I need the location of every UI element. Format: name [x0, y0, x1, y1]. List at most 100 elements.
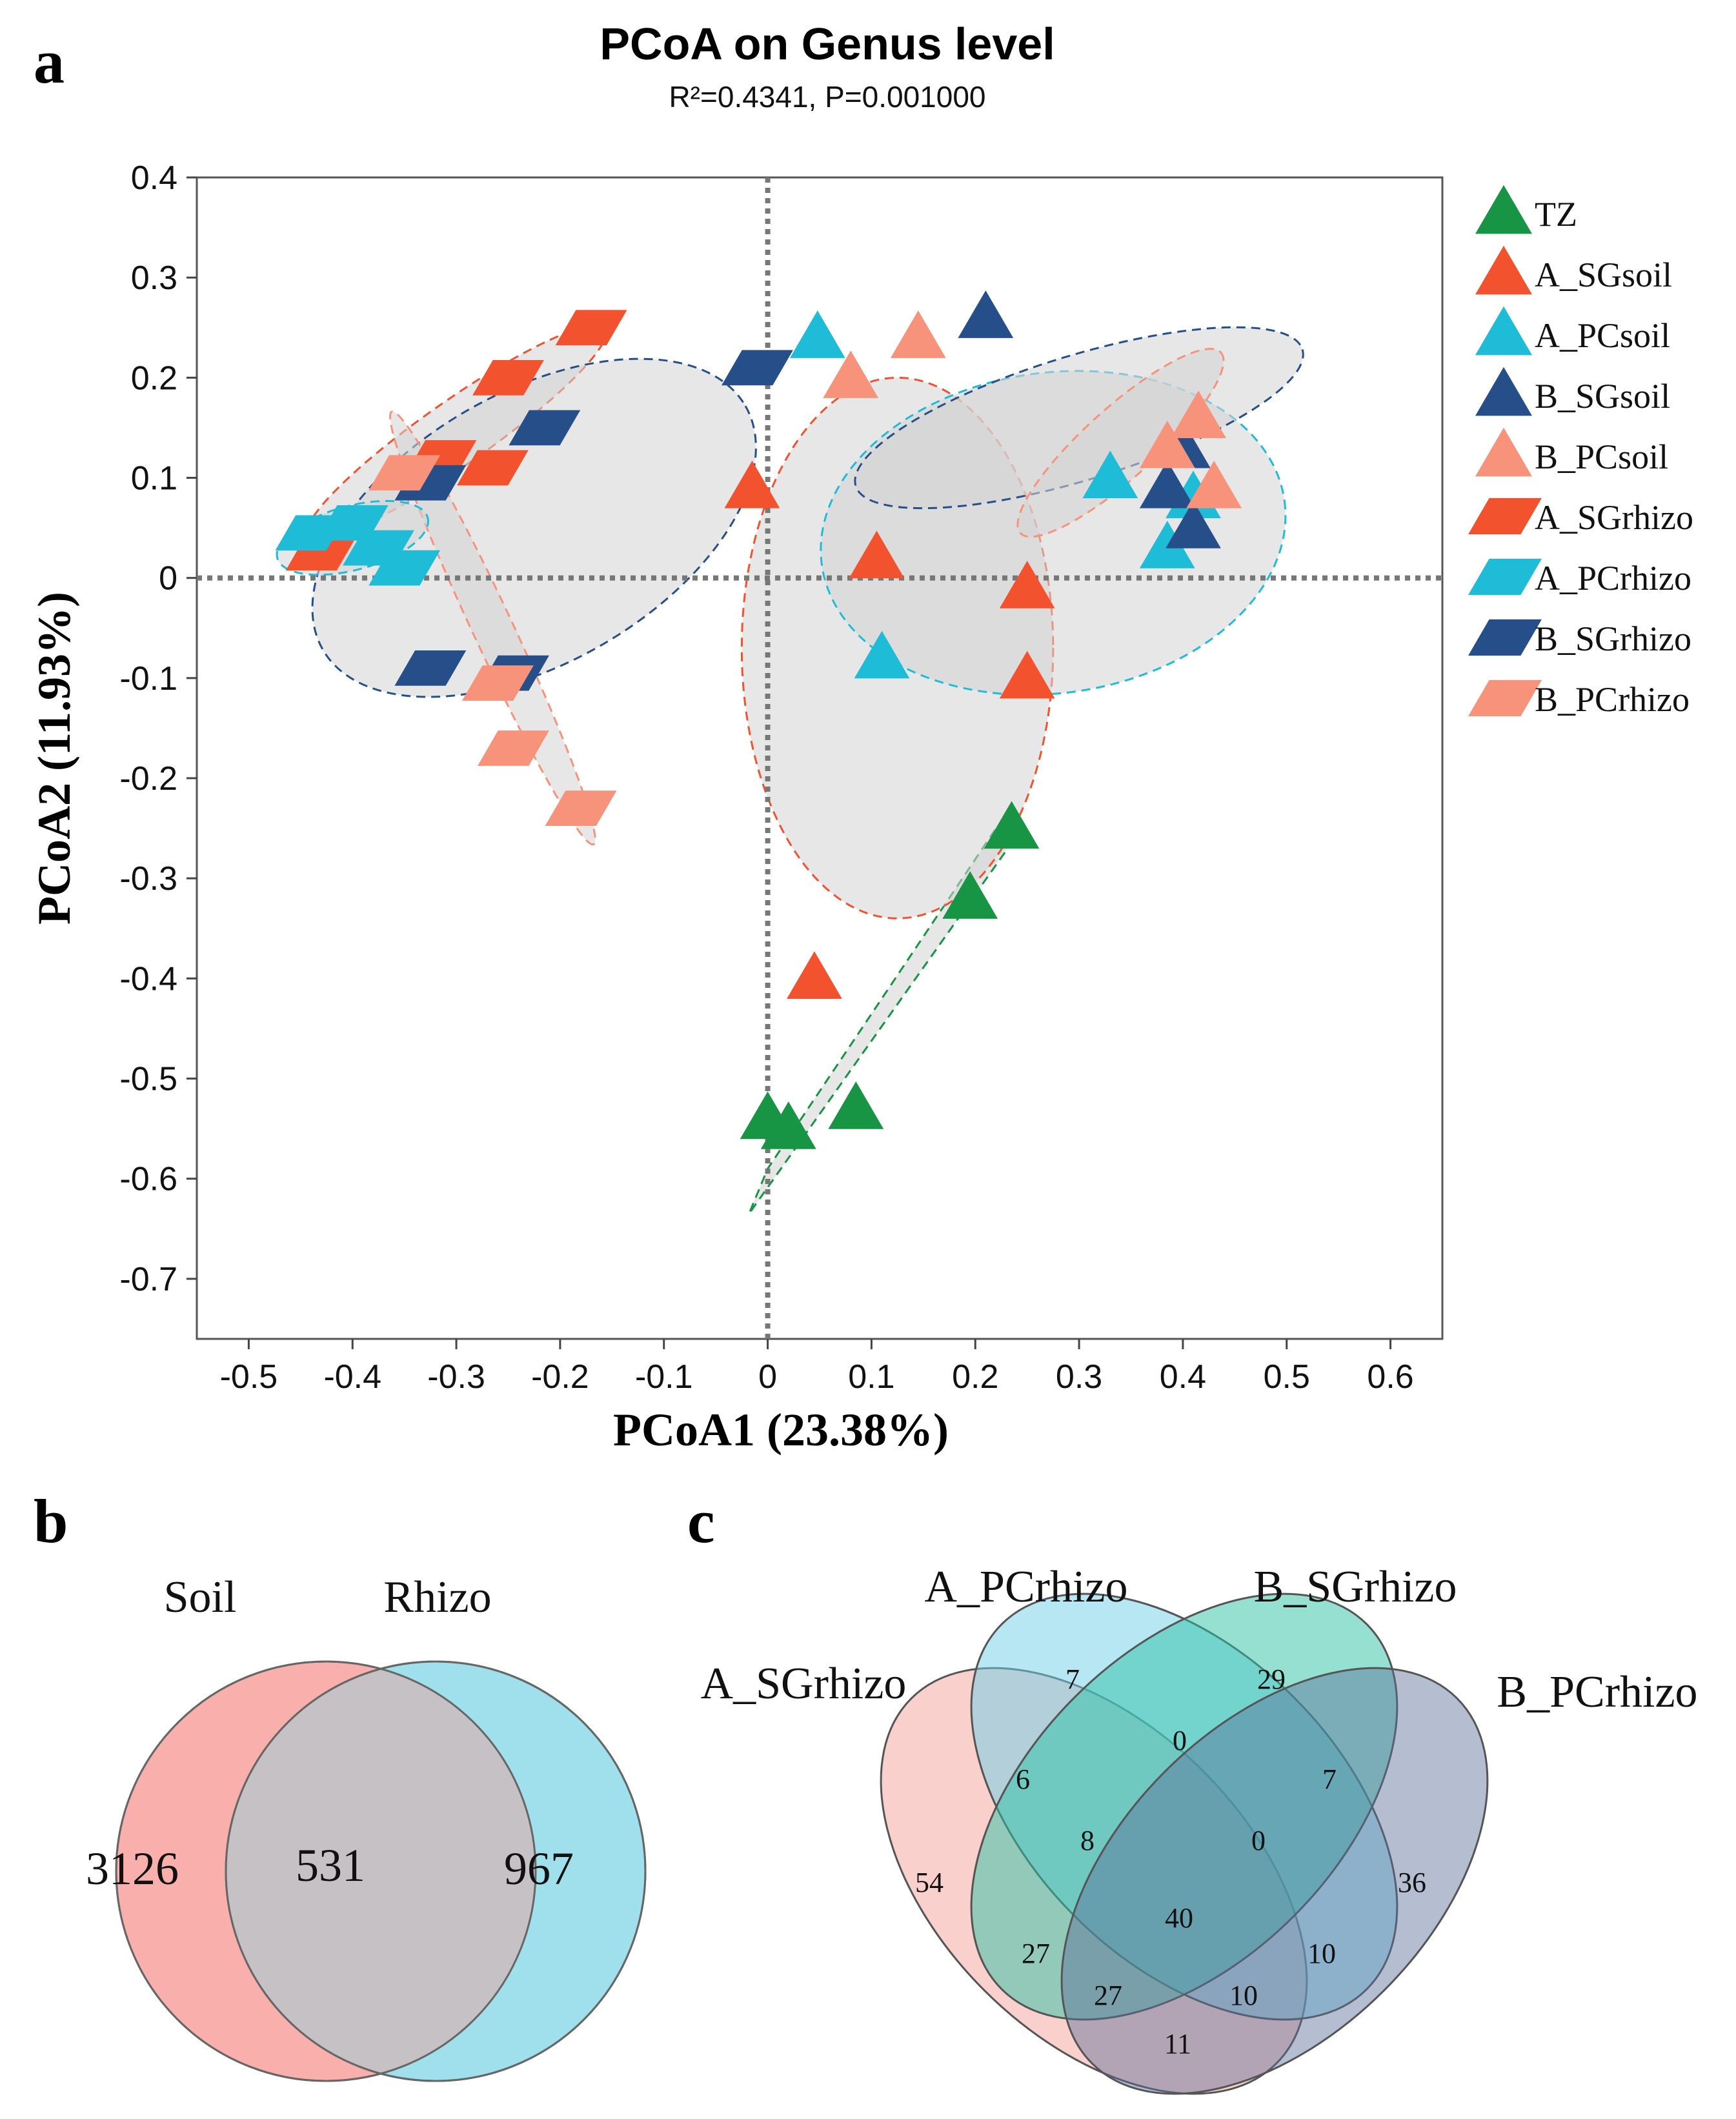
point-B_PCsoil-4 — [1171, 390, 1226, 439]
point-TZ-2 — [760, 1101, 816, 1149]
venn4-label-a-pcrhizo: A_PCrhizo — [925, 1562, 1128, 1612]
chart-subtitle: R²=0.4341, P=0.001000 — [669, 80, 985, 114]
point-B_PCsoil-5 — [1186, 460, 1242, 508]
point-layer — [275, 290, 1242, 1149]
x-tick-label: -0.3 — [427, 1358, 485, 1396]
venn4-label-b-sgrhizo: B_SGrhizo — [1254, 1562, 1457, 1612]
y-tick-label: -0.5 — [119, 1061, 177, 1098]
legend-marker-A_PCrhizo — [1468, 558, 1542, 596]
point-A_SGrhizo-2 — [472, 359, 544, 396]
pcoa-plot: -0.5 -0.4 -0.3 -0.2 -0.1 0 0.1 0.2 0.3 0.4 0.5 0.6 … — [119, 159, 1444, 1396]
legend-marker-A_SGsoil — [1475, 245, 1532, 295]
y-tick-label: -0.1 — [119, 660, 177, 698]
point-A_SGsoil-5 — [787, 951, 842, 999]
chart-title: PCoA on Genus level — [600, 19, 1055, 69]
y-tick-label: -0.3 — [119, 860, 177, 898]
point-A_SGsoil-4 — [999, 650, 1055, 699]
legend-label-B_SGsoil: B_SGsoil — [1535, 377, 1670, 416]
point-TZ-5 — [984, 801, 1040, 849]
venn4-label-b-pcrhizo: B_PCrhizo — [1497, 1667, 1697, 1717]
point-A_SGrhizo-1 — [555, 310, 627, 346]
point-TZ-4 — [942, 871, 998, 919]
point-B_PCsoil-1 — [823, 350, 879, 398]
point-B_SGsoil-1 — [958, 290, 1014, 338]
venn4-b-sg-b-pc: 7 — [1322, 1763, 1337, 1795]
ellipse-layer — [276, 324, 1304, 1215]
venn4-label-a-sgrhizo: A_SGrhizo — [701, 1659, 907, 1709]
y-tick-label: -0.7 — [119, 1261, 177, 1298]
point-B_SGrhizo-4 — [394, 650, 467, 686]
venn-value-both: 531 — [296, 1840, 365, 1891]
legend-marker-B_SGrhizo — [1468, 619, 1542, 656]
venn4-a-pc-only: 7 — [1065, 1663, 1080, 1695]
point-B_PCrhizo-3 — [478, 730, 549, 766]
x-tick-label: 0 — [758, 1358, 777, 1396]
point-A_PCsoil-4 — [1139, 521, 1195, 568]
venn-soil-outline — [115, 1660, 537, 2082]
venn4-b-sg-only: 29 — [1257, 1663, 1286, 1695]
point-A_PCsoil-2 — [854, 630, 910, 679]
venn4-a-pc-b-sg-b-pc-x: 10 — [1229, 1980, 1258, 2011]
legend-label-B_PCrhizo: B_PCrhizo — [1535, 680, 1690, 719]
x-tick-label: 0.4 — [1160, 1358, 1206, 1396]
y-axis-label: PCoA2 (11.93%) — [28, 592, 80, 925]
venn4-all: 40 — [1165, 1902, 1193, 1934]
x-tick-label: 0.6 — [1367, 1358, 1413, 1396]
point-B_PCrhizo-2 — [461, 665, 534, 701]
legend-marker-B_PCrhizo — [1468, 679, 1542, 717]
venn-value-rhizo-only: 967 — [504, 1843, 574, 1894]
y-tick-label: -0.6 — [119, 1161, 177, 1198]
legend-marker-B_SGsoil — [1475, 367, 1532, 416]
legend-marker-B_PCsoil — [1475, 427, 1532, 477]
point-B_PCsoil-2 — [890, 310, 946, 358]
panel-letter-a: a — [34, 27, 65, 96]
point-B_SGsoil-4 — [1166, 500, 1221, 548]
point-B_PCrhizo-4 — [545, 790, 617, 826]
venn4-a-pc-b-sg-b-pc: 0 — [1251, 1825, 1266, 1856]
legend-marker-TZ — [1475, 185, 1532, 234]
point-B_PCrhizo-1 — [368, 455, 441, 491]
y-tick-label: -0.2 — [119, 760, 177, 798]
x-tick-label: -0.4 — [323, 1358, 381, 1396]
y-ticks: 0.4 0.3 0.2 0.1 0 -0.1 -0.2 -0.3 -0.4 -0.5 -0.6 -0.… — [119, 159, 197, 1298]
venn-4: A_SGrhizo A_PCrhizo B_SGrhizo B_PCrhizo … — [701, 1562, 1698, 2095]
venn-label-rhizo: Rhizo — [383, 1572, 491, 1622]
y-tick-label: 0.1 — [131, 460, 177, 497]
venn4-b-sgrhizo — [970, 1592, 1398, 2021]
legend-marker-A_PCsoil — [1475, 306, 1532, 356]
y-tick-label: 0.4 — [131, 159, 177, 197]
venn4-a-sg-only: 54 — [915, 1867, 944, 1898]
point-A_PCsoil-1 — [789, 310, 845, 358]
venn4-b-pcrhizo — [1060, 1667, 1489, 2095]
legend-label-TZ: TZ — [1535, 195, 1577, 234]
venn-rhizo-outline — [225, 1660, 647, 2082]
y-tick-label: 0.3 — [131, 259, 177, 297]
point-B_PCsoil-3 — [1139, 420, 1195, 468]
panel-letter-c: c — [687, 1487, 715, 1556]
venn-overlap-region — [226, 1662, 536, 2081]
x-tick-label: -0.5 — [220, 1358, 278, 1396]
legend-label-B_SGrhizo: B_SGrhizo — [1535, 619, 1691, 658]
legend-label-A_SGsoil: A_SGsoil — [1535, 256, 1672, 294]
venn-value-soil-only: 3126 — [86, 1843, 179, 1894]
y-tick-label: 0.2 — [131, 359, 177, 397]
venn-label-soil: Soil — [164, 1572, 237, 1622]
plot-frame — [196, 176, 1444, 1340]
x-axis-label: PCoA1 (23.38%) — [613, 1404, 949, 1456]
legend-marker-A_SGrhizo — [1468, 497, 1542, 535]
point-B_SGrhizo-2 — [509, 410, 581, 446]
point-A_SGrhizo-3 — [456, 450, 529, 486]
venn-2: Soil Rhizo 3126 531 967 — [86, 1572, 647, 2082]
legend-label-A_PCsoil: A_PCsoil — [1535, 316, 1670, 355]
legend-label-B_PCsoil: B_PCsoil — [1535, 437, 1668, 476]
venn4-a-pc-b-pc: 10 — [1307, 1938, 1336, 1969]
venn4-a-pc-b-sg: 0 — [1173, 1725, 1187, 1756]
legend: TZ A_SGsoil A_PCsoil B_SGsoil B_PCsoil A_SGrh… — [1468, 185, 1693, 719]
x-tick-label: -0.1 — [635, 1358, 693, 1396]
x-tick-label: 0.5 — [1264, 1358, 1310, 1396]
x-tick-label: 0.3 — [1056, 1358, 1102, 1396]
point-B_SGrhizo-1 — [722, 350, 793, 386]
x-ticks: -0.5 -0.4 -0.3 -0.2 -0.1 0 0.1 0.2 0.3 0.4 0.5 0.6 — [220, 1339, 1414, 1396]
point-A_SGsoil-2 — [849, 530, 905, 579]
